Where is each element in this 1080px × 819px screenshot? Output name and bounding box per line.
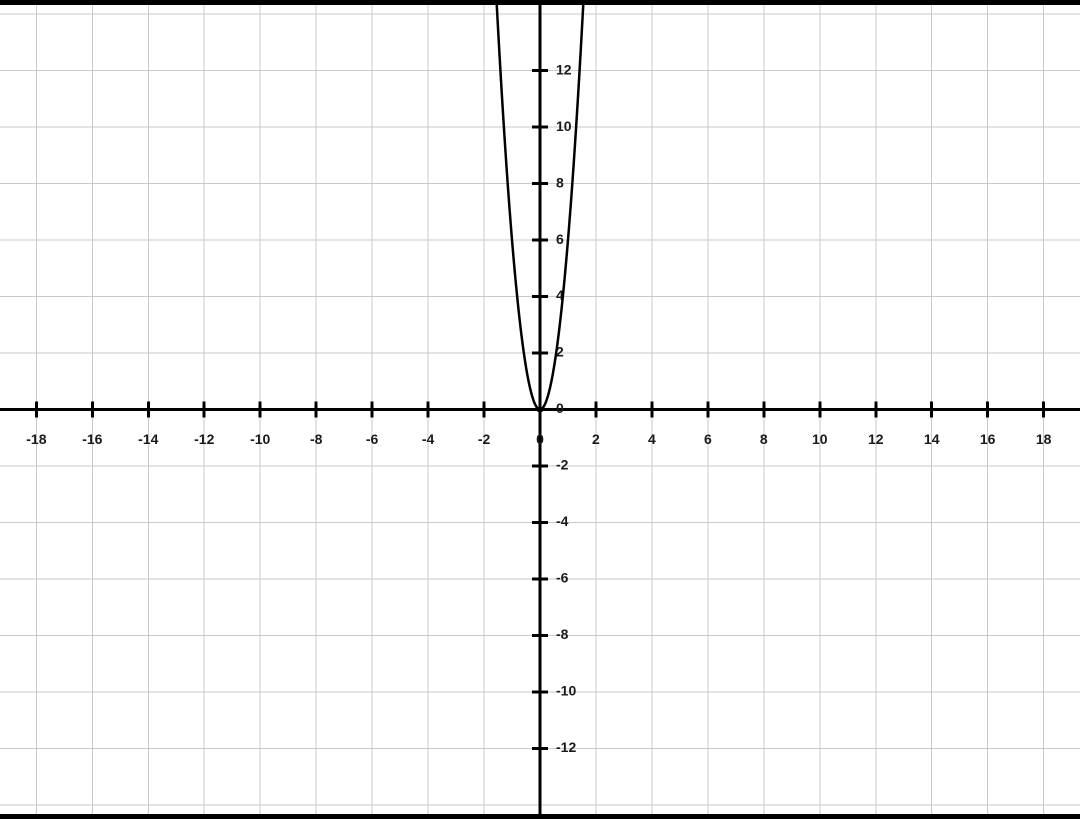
x-tick-label: -8 [310, 431, 323, 447]
x-tick-label: 12 [868, 431, 884, 447]
coordinate-plane-chart: -18 -16 -14 -12 -10 -8 -6 -4 -2 0 2 4 6 8 10 12 14 16 18 -1… [0, 0, 1080, 819]
x-tick-label: 4 [648, 431, 656, 447]
y-tick-label: -10 [556, 683, 576, 699]
y-tick-label: -2 [556, 457, 569, 473]
y-tick-label: 12 [556, 61, 572, 77]
y-tick-label: 10 [556, 118, 572, 134]
y-tick-label: 6 [556, 231, 564, 247]
x-tick-label: 14 [924, 431, 940, 447]
x-tick-label: -4 [422, 431, 435, 447]
x-tick-label: 6 [704, 431, 712, 447]
y-tick-label: -6 [556, 570, 569, 586]
x-tick-label: 8 [760, 431, 768, 447]
y-tick-label: -4 [556, 513, 569, 529]
x-tick-label: -6 [366, 431, 379, 447]
vertex-point [537, 407, 544, 413]
y-tick-label: -12 [556, 739, 576, 755]
x-tick-label: 0 [536, 431, 544, 447]
y-tick-label: -8 [556, 626, 569, 642]
x-tick-label: 10 [812, 431, 828, 447]
x-tick-label: -2 [478, 431, 491, 447]
x-tick-label: -14 [138, 431, 158, 447]
x-tick-label: 2 [592, 431, 600, 447]
x-tick-label: 16 [980, 431, 996, 447]
y-tick-label: 8 [556, 174, 564, 190]
x-tick-label: -12 [194, 431, 214, 447]
x-tick-label: -10 [250, 431, 270, 447]
x-tick-label: -16 [82, 431, 102, 447]
y-tick-label: 0 [556, 400, 564, 416]
x-tick-label: 18 [1036, 431, 1052, 447]
x-tick-label: -18 [26, 431, 46, 447]
